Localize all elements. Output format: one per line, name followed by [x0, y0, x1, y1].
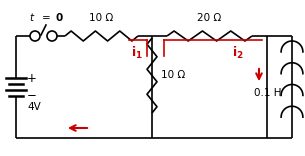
- Text: 10 Ω: 10 Ω: [161, 71, 185, 80]
- Text: 4V: 4V: [27, 102, 41, 112]
- Text: 0.1 H: 0.1 H: [254, 88, 282, 98]
- Text: −: −: [27, 90, 37, 102]
- Text: 20 Ω: 20 Ω: [197, 13, 222, 23]
- Text: +: +: [27, 71, 37, 85]
- Text: $\mathbf{i_2}$: $\mathbf{i_2}$: [232, 45, 244, 61]
- Text: 10 Ω: 10 Ω: [89, 13, 114, 23]
- Text: $\mathbf{i_1}$: $\mathbf{i_1}$: [131, 45, 143, 61]
- Text: $t$: $t$: [29, 11, 35, 23]
- Text: $=$ $\mathbf{0}$: $=$ $\mathbf{0}$: [37, 11, 65, 23]
